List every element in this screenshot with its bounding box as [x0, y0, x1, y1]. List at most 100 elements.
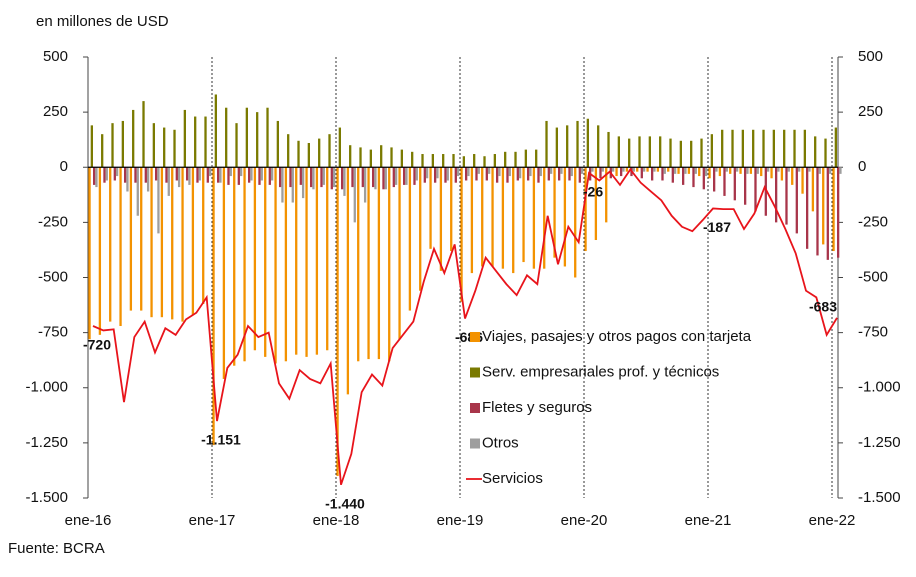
bar: [266, 107, 269, 168]
bar: [483, 156, 486, 168]
bar: [93, 167, 96, 185]
bar: [124, 167, 127, 183]
y2-tick-label: -750: [858, 324, 888, 341]
bar: [721, 129, 724, 168]
bar: [245, 107, 248, 168]
bar: [498, 167, 501, 177]
bar: [188, 167, 191, 185]
bar: [446, 167, 449, 181]
bar: [574, 167, 577, 278]
bar: [377, 167, 381, 360]
bar: [682, 167, 685, 185]
bar: [532, 167, 536, 269]
bar: [462, 156, 465, 168]
bar: [702, 167, 705, 190]
bar: [741, 129, 744, 168]
bar: [374, 167, 377, 190]
legend-swatch: [470, 332, 480, 342]
bar: [475, 167, 478, 181]
bar: [524, 149, 527, 168]
bar: [622, 167, 625, 172]
bar: [837, 167, 840, 258]
bar: [152, 123, 155, 168]
bar: [661, 167, 664, 181]
bar: [563, 167, 567, 267]
bar: [363, 167, 367, 203]
bar: [787, 167, 790, 172]
bar: [305, 167, 308, 357]
bar: [822, 167, 825, 245]
bar: [597, 125, 600, 168]
bar: [105, 167, 108, 181]
bar: [713, 167, 716, 192]
bar: [405, 167, 408, 185]
legend-label: Serv. empresariales prof. y técnicos: [482, 363, 719, 380]
bar: [584, 167, 587, 252]
bar: [646, 167, 649, 172]
data-label: -26: [583, 184, 603, 200]
bar: [673, 167, 677, 174]
data-label: -720: [83, 337, 111, 353]
bar: [793, 129, 796, 168]
bar: [194, 116, 197, 168]
bar: [580, 167, 584, 174]
bar: [607, 131, 610, 168]
bar: [95, 167, 98, 188]
bar: [828, 167, 832, 174]
bar: [129, 167, 133, 311]
bar: [560, 167, 563, 174]
bar: [202, 167, 205, 304]
bar: [390, 147, 393, 168]
bar: [287, 134, 290, 168]
bar: [346, 167, 350, 395]
bar: [749, 167, 753, 174]
bar: [735, 167, 739, 172]
legend-label: Servicios: [482, 470, 543, 487]
bar: [142, 101, 145, 168]
bar: [549, 167, 553, 174]
bar: [733, 167, 736, 201]
bar: [436, 167, 439, 179]
bar: [423, 167, 426, 183]
bar: [332, 167, 336, 188]
bar: [450, 167, 453, 252]
bar: [487, 167, 491, 174]
bar: [315, 167, 319, 355]
bar: [491, 167, 494, 267]
bar: [343, 167, 346, 196]
bar: [615, 167, 618, 177]
bar: [281, 167, 284, 203]
bar: [279, 167, 282, 188]
bar: [460, 167, 463, 302]
bar: [167, 167, 170, 196]
bar: [535, 149, 538, 168]
bar: [656, 167, 660, 172]
bar: [186, 167, 189, 181]
bar: [380, 145, 383, 168]
bar: [783, 129, 786, 168]
bar: [88, 167, 91, 340]
bar: [258, 167, 261, 185]
bar: [225, 107, 228, 168]
bar: [684, 167, 687, 174]
bar: [671, 167, 674, 183]
bar: [770, 167, 773, 179]
bar: [349, 145, 352, 168]
bar: [227, 167, 230, 185]
bar: [539, 167, 542, 177]
bar: [121, 120, 124, 168]
bar: [648, 136, 651, 168]
y2-tick-label: 0: [858, 158, 866, 175]
bar: [839, 167, 842, 174]
bar: [669, 138, 672, 168]
bar: [328, 134, 331, 168]
bar: [470, 167, 474, 274]
bar: [357, 167, 360, 362]
y2-tick-label: -1.500: [858, 489, 901, 506]
bar: [496, 167, 499, 183]
bar: [795, 167, 798, 234]
bar: [628, 138, 631, 168]
bar: [177, 167, 181, 188]
bar: [780, 167, 784, 181]
bar: [653, 167, 656, 172]
